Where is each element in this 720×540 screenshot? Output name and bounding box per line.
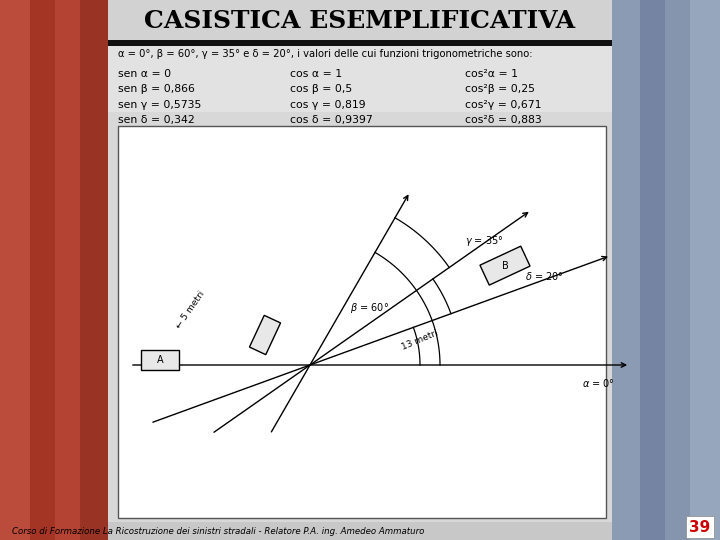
Text: cos α = 1: cos α = 1 — [290, 69, 342, 79]
Bar — [108, 40, 612, 46]
Text: cos²β = 0,25: cos²β = 0,25 — [465, 84, 535, 94]
Bar — [118, 126, 606, 518]
Text: $\delta$ = 20°: $\delta$ = 20° — [525, 270, 564, 282]
Text: cos β = 0,5: cos β = 0,5 — [290, 84, 352, 94]
Bar — [686, 516, 714, 538]
Bar — [30, 0, 55, 540]
Bar — [612, 0, 640, 540]
Text: cos δ = 0,9397: cos δ = 0,9397 — [290, 115, 373, 125]
Text: $\alpha$ = 0°: $\alpha$ = 0° — [582, 377, 615, 389]
Text: cos²α = 1: cos²α = 1 — [465, 69, 518, 79]
Text: B: B — [502, 261, 508, 271]
Text: sen δ = 0,342: sen δ = 0,342 — [118, 115, 194, 125]
Bar — [108, 46, 612, 522]
Text: cos²γ = 0,671: cos²γ = 0,671 — [465, 100, 541, 110]
Bar — [0, 0, 30, 540]
Bar — [141, 350, 179, 370]
Bar — [0, 0, 108, 540]
Text: ← 5 metri: ← 5 metri — [174, 289, 206, 330]
Text: α = 0°, β = 60°, γ = 35° e δ = 20°, i valori delle cui funzioni trigonometriche : α = 0°, β = 60°, γ = 35° e δ = 20°, i va… — [118, 49, 533, 59]
Text: cos γ = 0,819: cos γ = 0,819 — [290, 100, 366, 110]
Text: A: A — [157, 355, 163, 365]
Polygon shape — [249, 315, 281, 355]
Bar — [108, 46, 612, 112]
Text: CASISTICA ESEMPLIFICATIVA: CASISTICA ESEMPLIFICATIVA — [145, 9, 575, 33]
Bar — [55, 0, 80, 540]
Text: 39: 39 — [689, 519, 711, 535]
Text: $\gamma$ = 35°: $\gamma$ = 35° — [465, 234, 503, 248]
Text: 13 metri: 13 metri — [400, 328, 440, 352]
Bar — [108, 0, 612, 540]
Bar — [665, 0, 690, 540]
Text: Corso di Formazione La Ricostruzione dei sinistri stradali - Relatore P.A. ing. : Corso di Formazione La Ricostruzione dei… — [12, 526, 424, 536]
Text: sen γ = 0,5735: sen γ = 0,5735 — [118, 100, 202, 110]
Text: $\beta$ = 60°: $\beta$ = 60° — [350, 301, 389, 315]
Polygon shape — [480, 246, 530, 285]
Bar — [612, 0, 720, 540]
Text: sen β = 0,866: sen β = 0,866 — [118, 84, 195, 94]
Bar — [640, 0, 665, 540]
Bar — [108, 0, 612, 42]
Text: sen α = 0: sen α = 0 — [118, 69, 171, 79]
Text: cos²δ = 0,883: cos²δ = 0,883 — [465, 115, 541, 125]
Bar — [690, 0, 720, 540]
Bar — [80, 0, 108, 540]
